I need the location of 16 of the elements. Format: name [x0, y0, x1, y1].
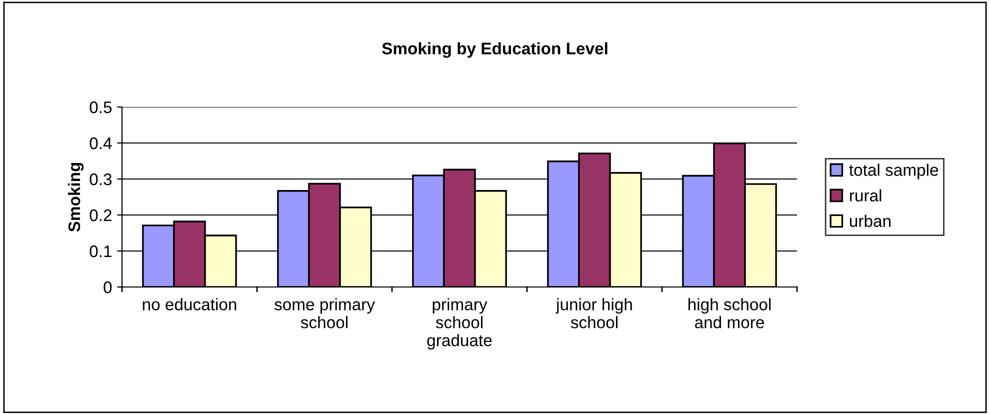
y-tick-label: 0.4 — [90, 137, 112, 150]
x-tick-label: some primary school — [274, 298, 375, 328]
x-tick-label: junior high school — [556, 298, 632, 328]
legend-label: rural — [850, 189, 882, 202]
y-tick-label: 0 — [104, 281, 112, 294]
y-tick-label: 0.3 — [90, 173, 112, 186]
chart-title: Smoking by Education Level — [382, 42, 608, 58]
y-tick-label: 0.5 — [90, 101, 112, 114]
y-tick-label: 0.2 — [90, 209, 112, 222]
y-axis-title: Smoking — [68, 162, 84, 232]
x-tick-label: primary school graduate — [427, 298, 492, 350]
y-tick-label: 0.1 — [90, 245, 112, 258]
x-tick-label: no education — [142, 298, 236, 310]
legend-label: total sample — [849, 164, 938, 180]
x-tick-label: high school and more — [688, 298, 771, 328]
legend-label: urban — [850, 214, 890, 228]
